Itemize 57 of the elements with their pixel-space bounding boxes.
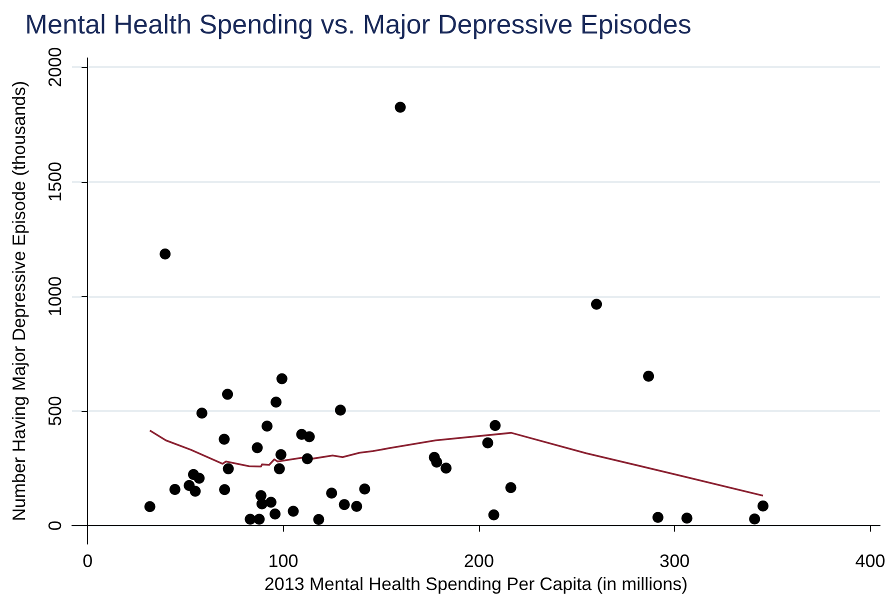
point xyxy=(326,488,338,499)
point xyxy=(196,408,208,419)
point xyxy=(190,486,201,497)
point xyxy=(749,514,760,525)
point xyxy=(313,514,324,525)
y-tick-label: 1000 xyxy=(45,276,65,316)
point xyxy=(244,514,256,525)
point xyxy=(338,499,350,510)
point xyxy=(254,514,265,525)
point xyxy=(262,420,273,432)
point xyxy=(256,498,268,510)
point xyxy=(219,484,230,496)
x-tick-label: 100 xyxy=(268,551,298,571)
line-series xyxy=(148,430,764,497)
point xyxy=(488,509,500,520)
x-tick-label: 0 xyxy=(82,551,93,571)
point xyxy=(274,463,285,474)
point xyxy=(218,434,230,445)
point xyxy=(394,102,406,113)
point xyxy=(252,442,263,454)
point xyxy=(359,483,370,494)
x-axis-title: 2013 Mental Health Spending Per Capita (in millions) xyxy=(264,574,688,594)
point xyxy=(681,512,692,524)
y-tick-label: 2000 xyxy=(45,47,65,88)
point xyxy=(643,370,654,382)
x-tick-label: 400 xyxy=(855,551,886,571)
point xyxy=(194,472,205,484)
point xyxy=(270,508,281,520)
y-axis-title: Number Having Major Depressive Episode (thousands) xyxy=(9,80,29,522)
point xyxy=(222,388,234,400)
chart-title: Mental Health Spending vs. Major Depressive Episodes xyxy=(25,10,692,40)
point xyxy=(440,462,452,474)
point xyxy=(304,431,315,442)
point xyxy=(276,373,288,384)
point xyxy=(482,437,494,448)
point xyxy=(302,453,313,464)
x-tick-label: 300 xyxy=(660,551,690,571)
point xyxy=(505,482,516,494)
point xyxy=(431,456,442,468)
point xyxy=(652,512,664,523)
point xyxy=(144,501,156,512)
point xyxy=(351,500,362,512)
y-tick-label: 1500 xyxy=(45,162,65,202)
point xyxy=(490,420,501,431)
x-tick-label: 200 xyxy=(464,551,494,571)
y-tick-label: 0 xyxy=(45,520,65,531)
point xyxy=(275,449,286,460)
point xyxy=(270,396,282,408)
point xyxy=(591,298,602,310)
point xyxy=(334,404,346,416)
point xyxy=(222,463,234,474)
point xyxy=(265,496,276,508)
y-tick-label: 500 xyxy=(45,396,65,426)
point xyxy=(288,506,299,517)
point xyxy=(758,500,769,512)
point xyxy=(169,484,180,495)
point xyxy=(160,248,171,260)
